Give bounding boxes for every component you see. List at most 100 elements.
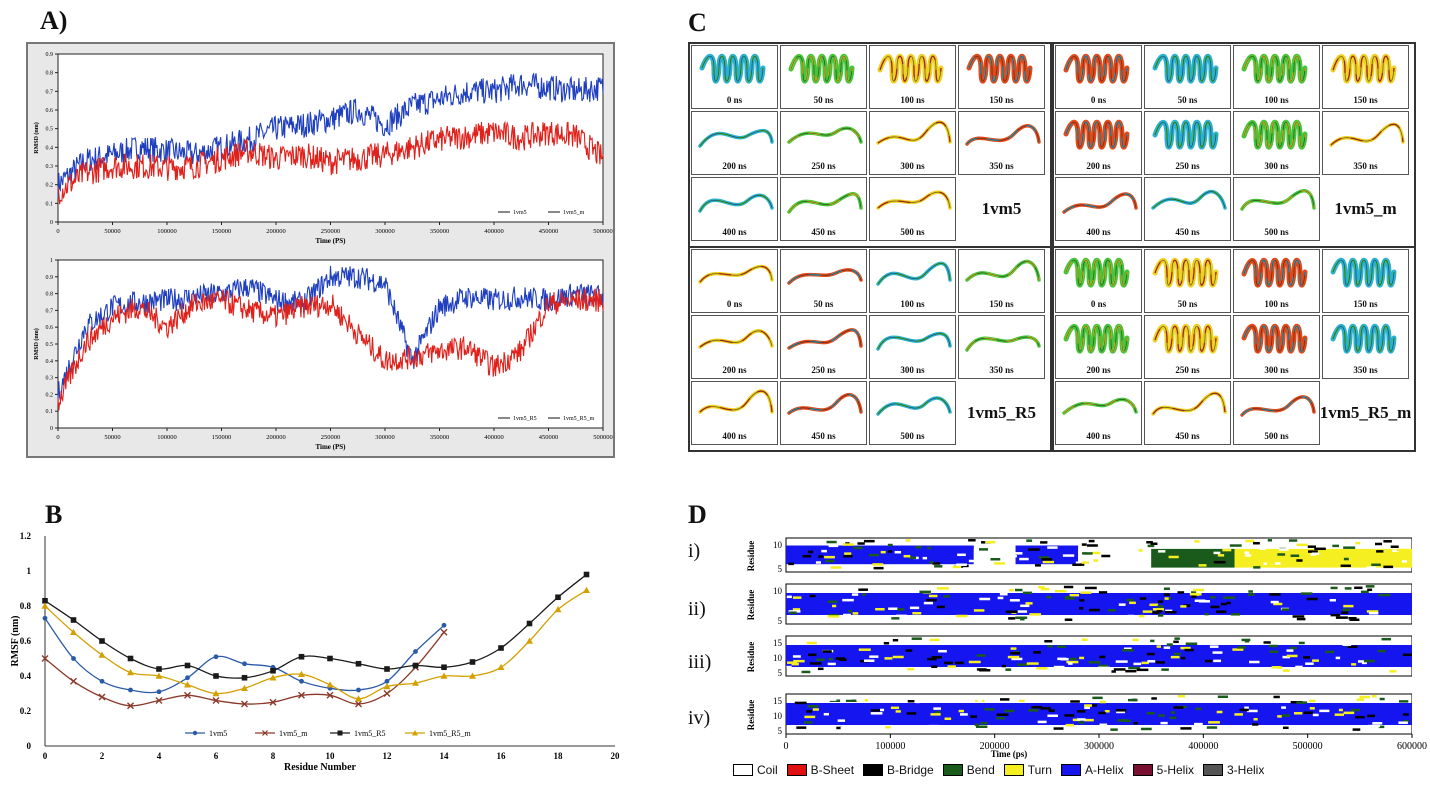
- protein-snapshot-image: [1152, 119, 1219, 150]
- legend-label: 1vm5_R5_m: [563, 416, 595, 422]
- dssp-speck: [1223, 596, 1236, 599]
- y-tick-label: 1: [27, 566, 32, 576]
- dssp-speck: [1309, 699, 1316, 703]
- dssp-speck: [929, 561, 934, 564]
- x-tick-label: 100000: [157, 228, 177, 235]
- dssp-speck: [831, 641, 838, 645]
- dssp-speck: [974, 723, 980, 727]
- dssp-speck: [788, 610, 801, 613]
- protein-snapshot-image: [787, 328, 863, 350]
- ribbon-stroke: [965, 335, 1041, 352]
- snapshot-time-label: 500 ns: [1264, 431, 1289, 441]
- data-point: [441, 622, 447, 628]
- dssp-speck: [1009, 599, 1020, 602]
- legend-item: B-Bridge: [863, 763, 934, 777]
- dssp-speck: [1116, 710, 1126, 714]
- dssp-speck: [936, 539, 945, 543]
- dssp-speck: [1395, 616, 1401, 620]
- x-tick-label: 300000: [375, 228, 395, 235]
- snapshot-time-label: 100 ns: [900, 299, 925, 309]
- dssp-speck: [1084, 706, 1090, 710]
- ribbon-outline: [1330, 124, 1404, 146]
- ribbon-outline: [966, 261, 1040, 281]
- dssp-speck: [1222, 548, 1232, 552]
- x-tick-label: 10: [326, 751, 336, 761]
- data-point: [184, 691, 191, 699]
- dssp-speck: [847, 609, 853, 613]
- dssp-speck: [1361, 661, 1367, 665]
- protein-snapshot-image: [698, 264, 774, 284]
- ribbon-stroke: [1241, 119, 1308, 150]
- data-point: [498, 645, 504, 651]
- dssp-speck: [1253, 718, 1258, 721]
- protein-snapshot-image: [1062, 192, 1138, 214]
- dssp-speck: [1189, 592, 1202, 596]
- ribbon-stroke: [1241, 257, 1308, 288]
- dssp-speck: [1022, 591, 1032, 595]
- dssp-speck: [1267, 563, 1272, 566]
- dssp-speck: [1158, 550, 1166, 553]
- dssp-speck: [1244, 640, 1250, 643]
- snapshot-cell: 0 ns: [691, 249, 778, 313]
- dssp-speck: [1168, 555, 1179, 559]
- snapshot-cell: 300 ns: [869, 111, 956, 175]
- dssp-speck: [1104, 710, 1110, 713]
- ribbon-outline: [1065, 325, 1128, 352]
- dssp-speck: [1365, 585, 1375, 588]
- dssp-segment-a-helix: [786, 645, 1412, 667]
- snapshot-time-label: 500 ns: [900, 431, 925, 441]
- ribbon-outline: [1332, 259, 1395, 286]
- x-tick-label: 6: [214, 751, 219, 761]
- ribbon-outline: [1332, 55, 1395, 82]
- ribbon-stroke: [1330, 53, 1397, 84]
- snapshot-time-label: 400 ns: [722, 431, 747, 441]
- dssp-speck: [1253, 541, 1260, 545]
- data-point: [298, 691, 305, 699]
- dssp-speck: [1001, 664, 1006, 668]
- dssp-speck: [1289, 646, 1298, 650]
- data-point: [213, 673, 219, 679]
- dssp-speck: [1381, 637, 1392, 641]
- dssp-speck: [1010, 647, 1017, 650]
- dssp-strip: 15 10 5 Residue: [746, 635, 1412, 678]
- dssp-speck: [1080, 591, 1092, 594]
- dssp-speck: [1367, 714, 1376, 718]
- data-point: [127, 655, 134, 662]
- dssp-speck: [1111, 670, 1116, 673]
- ribbon-stroke: [698, 128, 774, 148]
- dssp-speck: [931, 665, 938, 669]
- data-point: [270, 667, 276, 674]
- dssp-speck: [968, 539, 976, 542]
- data-point: [583, 571, 590, 578]
- x-tick-label: 150000: [212, 228, 232, 235]
- snapshot-time-label: 250 ns: [811, 365, 836, 375]
- y-tick-label: 10: [773, 540, 783, 550]
- ribbon-outline: [699, 194, 773, 212]
- dssp-speck: [1029, 613, 1042, 616]
- snapshot-cell: 400 ns: [1055, 177, 1142, 241]
- dssp-row-label: iii): [688, 651, 712, 673]
- y-tick-label: 0: [50, 220, 53, 226]
- dssp-speck: [1208, 721, 1220, 724]
- snapshot-cell: 250 ns: [1144, 315, 1231, 379]
- dssp-speck: [858, 588, 868, 591]
- snapshot-cell: 400 ns: [691, 381, 778, 445]
- dssp-speck: [1126, 598, 1134, 602]
- snapshot-grid-1vm5_R5_m: 0 ns 50 ns 100 ns 150 ns 200 ns 250 ns 300 ns 3…: [1052, 246, 1416, 452]
- dssp-speck: [857, 542, 865, 545]
- snapshot-time-label: 100 ns: [1264, 95, 1289, 105]
- dssp-speck: [888, 607, 898, 610]
- dssp-speck: [1132, 638, 1139, 642]
- legend-marker: [412, 730, 418, 736]
- data-point: [384, 666, 390, 672]
- dssp-speck: [1098, 711, 1106, 715]
- dssp-speck: [1383, 698, 1394, 701]
- dssp-speck: [1330, 586, 1338, 590]
- dssp-speck: [1349, 618, 1360, 622]
- protein-snapshot-image: [1241, 323, 1308, 354]
- dssp-speck: [1082, 552, 1087, 555]
- dssp-speck: [1089, 608, 1101, 612]
- dssp-speck: [1165, 560, 1171, 563]
- dssp-speck: [1046, 595, 1052, 599]
- data-point: [241, 674, 248, 681]
